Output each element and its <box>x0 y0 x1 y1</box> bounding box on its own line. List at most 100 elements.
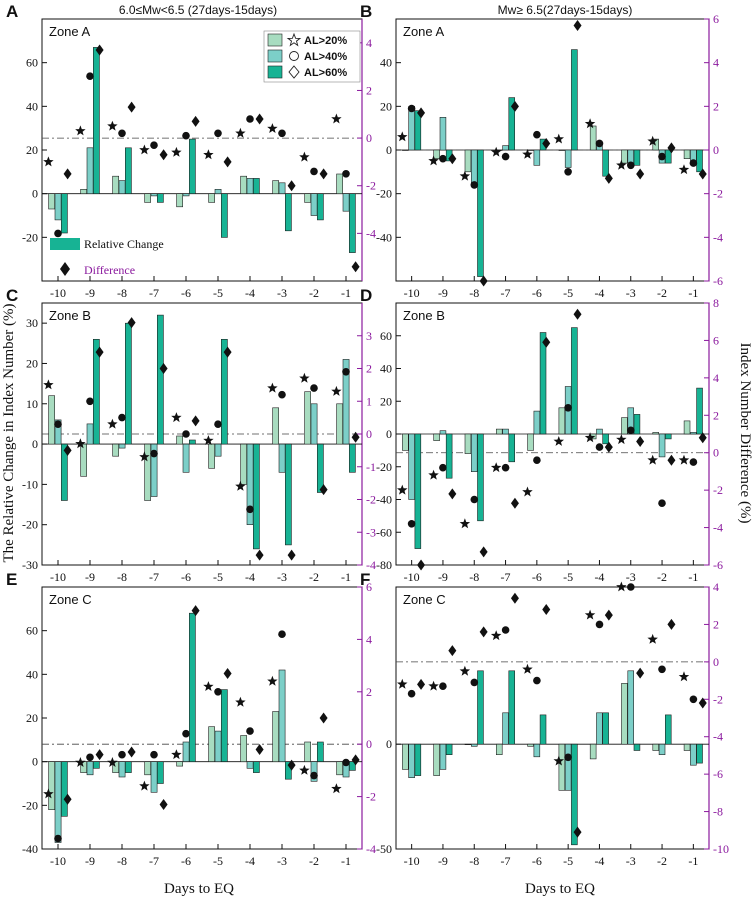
y2-tick-label: 6 <box>366 580 372 594</box>
difference-diamond-marker <box>287 759 296 771</box>
x-tick-label: -10 <box>50 570 66 584</box>
difference-circle-marker <box>627 583 635 591</box>
bar-al40 <box>627 670 634 745</box>
x-tick-label: -2 <box>309 854 319 868</box>
difference-star-marker <box>139 780 150 791</box>
difference-diamond-marker <box>510 100 519 112</box>
difference-circle-marker <box>310 771 318 780</box>
difference-circle-marker <box>595 139 604 148</box>
difference-star-marker <box>522 148 533 159</box>
legend-label-al40: AL>40% <box>304 51 347 63</box>
bar-al20 <box>433 433 440 441</box>
legend-difference-label: Difference <box>84 263 135 277</box>
bar-al20 <box>495 743 503 756</box>
bar-al40 <box>502 712 509 745</box>
difference-diamond-marker <box>417 678 426 690</box>
x-tick-label: -3 <box>277 570 287 584</box>
legend-swatch-al20 <box>267 33 283 47</box>
difference-circle-marker <box>310 384 318 392</box>
bar-al20 <box>304 741 312 762</box>
bar-al40 <box>408 743 415 779</box>
bar-al60 <box>539 714 547 745</box>
bar-al60 <box>602 712 609 745</box>
x-tick-label: -2 <box>657 286 667 300</box>
difference-star-marker <box>584 432 596 443</box>
difference-diamond-marker <box>417 107 426 119</box>
difference-star-marker <box>459 170 471 181</box>
difference-circle-marker <box>54 229 62 238</box>
difference-star-marker <box>299 372 310 383</box>
x-tick-label: -8 <box>117 286 127 300</box>
difference-circle-marker <box>54 834 62 843</box>
difference-diamond-marker <box>223 667 232 679</box>
bar-al40 <box>533 743 541 758</box>
difference-diamond-marker <box>510 592 519 604</box>
bar-al40 <box>439 743 447 770</box>
x-tick-label: -7 <box>149 854 159 868</box>
x-tick-label: -1 <box>341 570 351 584</box>
bar-al40 <box>182 443 190 473</box>
bar-al60 <box>157 314 164 445</box>
bar-al40 <box>627 149 634 164</box>
difference-circle-marker <box>150 449 158 458</box>
y2-tick-label: -6 <box>713 274 723 288</box>
bar-al20 <box>621 149 628 164</box>
bar-al60 <box>189 138 196 195</box>
difference-circle-marker <box>658 152 666 161</box>
x-tick-label: -4 <box>594 286 604 300</box>
difference-star-marker <box>299 151 310 162</box>
x-tick-label: -4 <box>594 854 604 868</box>
difference-diamond-marker <box>351 431 360 443</box>
bar-al40 <box>596 712 603 745</box>
bar-al40 <box>470 149 478 186</box>
bar-al40 <box>533 149 541 166</box>
x-tick-label: -7 <box>501 286 511 300</box>
difference-diamond-marker <box>127 101 136 113</box>
difference-circle-marker <box>150 141 158 149</box>
difference-star-marker <box>235 480 246 491</box>
bar-al40 <box>278 669 286 762</box>
bar-al20 <box>48 761 55 811</box>
bar-al60 <box>602 149 609 177</box>
difference-circle-marker <box>342 758 350 767</box>
x-tick-label: -2 <box>657 854 667 868</box>
difference-diamond-marker <box>159 149 168 161</box>
y2-tick-label: -4 <box>713 730 723 744</box>
difference-diamond-marker <box>95 44 104 56</box>
difference-circle-marker <box>54 420 62 429</box>
x-tick-label: -9 <box>85 286 95 300</box>
bar-al60 <box>284 193 292 232</box>
bar-al20 <box>48 193 55 210</box>
difference-star-marker <box>139 144 150 155</box>
col-title-right: Mw≥ 6.5(27days-15days) <box>498 3 633 17</box>
y2-tick-label: -4 <box>713 521 723 535</box>
difference-diamond-marker <box>479 626 488 638</box>
panel-letter: A <box>6 2 18 21</box>
bar-al20 <box>80 189 87 195</box>
y2-tick-label: 0 <box>366 737 372 751</box>
bar-al40 <box>54 193 62 221</box>
x-tick-label: -3 <box>277 286 287 300</box>
difference-star-marker <box>397 678 408 689</box>
zone-label: Zone C <box>403 592 446 607</box>
bar-al20 <box>402 743 409 770</box>
bar-al20 <box>683 420 691 435</box>
bar-al60 <box>284 761 292 780</box>
difference-circle-marker <box>407 689 416 698</box>
bar-al20 <box>112 175 119 194</box>
y2-tick-label: -4 <box>713 230 723 244</box>
difference-star-marker <box>678 164 690 175</box>
bar-al60 <box>221 689 228 762</box>
bar-al40 <box>439 117 447 151</box>
bar-al60 <box>602 433 609 445</box>
x-tick-label: -2 <box>657 570 667 584</box>
y2-tick-label: -2 <box>713 692 723 706</box>
difference-diamond-marker <box>604 172 613 184</box>
difference-circle-marker <box>342 170 350 178</box>
bar-al40 <box>118 180 126 195</box>
bar-al40 <box>690 432 697 435</box>
y-tick-label: -30 <box>22 558 38 572</box>
difference-circle-marker <box>470 678 479 687</box>
